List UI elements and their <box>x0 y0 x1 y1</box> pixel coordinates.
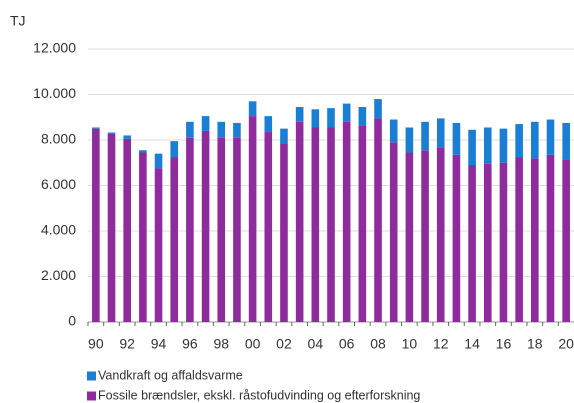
bar-segment <box>483 163 492 322</box>
bar-segment <box>562 122 570 160</box>
bar-segment <box>405 127 414 153</box>
bar-segment <box>436 147 445 322</box>
bar-segment <box>499 128 508 163</box>
legend-swatch <box>87 371 96 381</box>
bar-segment <box>311 127 320 322</box>
bar-segment <box>248 116 257 322</box>
bar-segment <box>154 153 163 169</box>
legend-label: Vandkraft og affaldsvarme <box>98 368 243 382</box>
bar-segment <box>452 154 461 322</box>
bar-segment <box>311 109 320 128</box>
x-tick-label: 00 <box>245 336 261 352</box>
bar-segment <box>248 101 257 117</box>
bar-segment <box>186 137 194 322</box>
bar-segment <box>217 121 226 138</box>
bar-segment <box>217 137 226 322</box>
bar-segment <box>421 150 429 322</box>
bar-segment <box>531 121 539 159</box>
bar-segment <box>342 103 351 122</box>
bar-segment <box>170 141 179 158</box>
x-tick-label: 90 <box>88 336 104 352</box>
bar-segment <box>562 159 570 322</box>
x-tick-label: 92 <box>119 336 135 352</box>
bar-segment <box>170 157 179 322</box>
legend-label: Fossile brændsler, ekskl. råstofudvindin… <box>98 388 420 402</box>
bar-segment <box>515 124 523 158</box>
bar-segment <box>264 132 273 322</box>
x-tick-label: 02 <box>276 336 292 352</box>
y-tick-label: 4.000 <box>41 222 76 238</box>
bar-segment <box>186 121 194 138</box>
bar-segment <box>358 125 367 323</box>
x-tick-label: 10 <box>402 336 418 352</box>
bar-segment <box>389 119 398 143</box>
x-tick-label: 08 <box>370 336 386 352</box>
bar-segment <box>531 158 539 322</box>
bar-segment <box>201 130 210 322</box>
x-tick-label: 12 <box>433 336 449 352</box>
bar-segment <box>405 152 414 322</box>
bar-segment <box>92 127 100 129</box>
bar-segment <box>436 118 445 148</box>
bar-segment <box>295 107 304 122</box>
bar-segment <box>154 168 163 322</box>
x-tick-label: 18 <box>527 336 543 352</box>
bar-segment <box>374 118 382 322</box>
bar-segment <box>452 122 461 155</box>
x-tick-label: 14 <box>464 336 480 352</box>
bar-segment <box>123 135 131 139</box>
bar-segment <box>468 129 476 166</box>
bar-segment <box>92 128 100 322</box>
bar-segment <box>327 127 335 322</box>
bar-segment <box>233 122 241 138</box>
bar-segment <box>515 157 523 322</box>
x-tick-label: 04 <box>308 336 324 352</box>
legend-swatch <box>87 391 96 401</box>
bar-segment <box>280 143 288 322</box>
x-tick-label: 94 <box>151 336 167 352</box>
y-tick-label: 6.000 <box>41 176 76 192</box>
y-axis-label: TJ <box>10 13 26 29</box>
bar-segment <box>139 150 147 153</box>
bar-segment <box>280 128 288 144</box>
y-tick-label: 0 <box>68 313 76 329</box>
bar-segment <box>468 165 476 322</box>
bar-segment <box>546 119 555 155</box>
bar-segment <box>342 121 351 322</box>
bar-segment <box>233 137 241 322</box>
y-tick-label: 8.000 <box>41 131 76 147</box>
bar-segment <box>546 154 555 322</box>
y-tick-label: 2.000 <box>41 267 76 283</box>
x-tick-label: 06 <box>339 336 355 352</box>
bar-segment <box>483 127 492 164</box>
y-tick-label: 12.000 <box>33 40 76 56</box>
bar-segment <box>374 99 382 119</box>
x-tick-label: 96 <box>182 336 198 352</box>
bar-segment <box>201 116 210 131</box>
bar-segment <box>107 133 116 322</box>
bar-segment <box>107 132 116 134</box>
bar-segment <box>421 121 429 151</box>
bar-segment <box>327 108 335 128</box>
bar-segment <box>139 152 147 322</box>
x-tick-label: 98 <box>213 336 229 352</box>
x-tick-label: 16 <box>496 336 512 352</box>
bar-segment <box>358 107 367 126</box>
y-tick-label: 10.000 <box>33 85 76 101</box>
bar-segment <box>123 138 131 322</box>
bar-segment <box>499 162 508 322</box>
bar-segment <box>389 142 398 322</box>
bar-segment <box>295 121 304 322</box>
x-tick-label: 20 <box>558 336 574 352</box>
bar-segment <box>264 116 273 133</box>
